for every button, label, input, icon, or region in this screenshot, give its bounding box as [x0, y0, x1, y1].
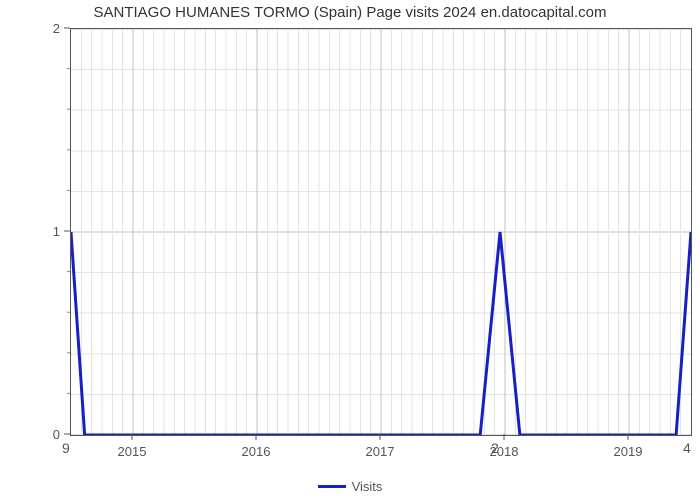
- chart-container: SANTIAGO HUMANES TORMO (Spain) Page visi…: [0, 0, 700, 500]
- svg-text:2016: 2016: [242, 444, 271, 459]
- chart-title: SANTIAGO HUMANES TORMO (Spain) Page visi…: [0, 4, 700, 21]
- svg-text:2015: 2015: [118, 444, 147, 459]
- plot-area: [70, 28, 692, 436]
- svg-text:2: 2: [53, 21, 60, 36]
- svg-text:2017: 2017: [366, 444, 395, 459]
- plot-svg: [71, 29, 691, 435]
- legend: Visits: [0, 479, 700, 494]
- svg-text:2019: 2019: [614, 444, 643, 459]
- svg-text:1: 1: [53, 224, 60, 239]
- svg-text:0: 0: [53, 427, 60, 442]
- overlay-label: 9: [62, 440, 70, 456]
- overlay-label: 2: [491, 440, 499, 456]
- legend-swatch: [318, 485, 346, 488]
- overlay-label: 4: [683, 440, 691, 456]
- legend-label: Visits: [352, 479, 383, 494]
